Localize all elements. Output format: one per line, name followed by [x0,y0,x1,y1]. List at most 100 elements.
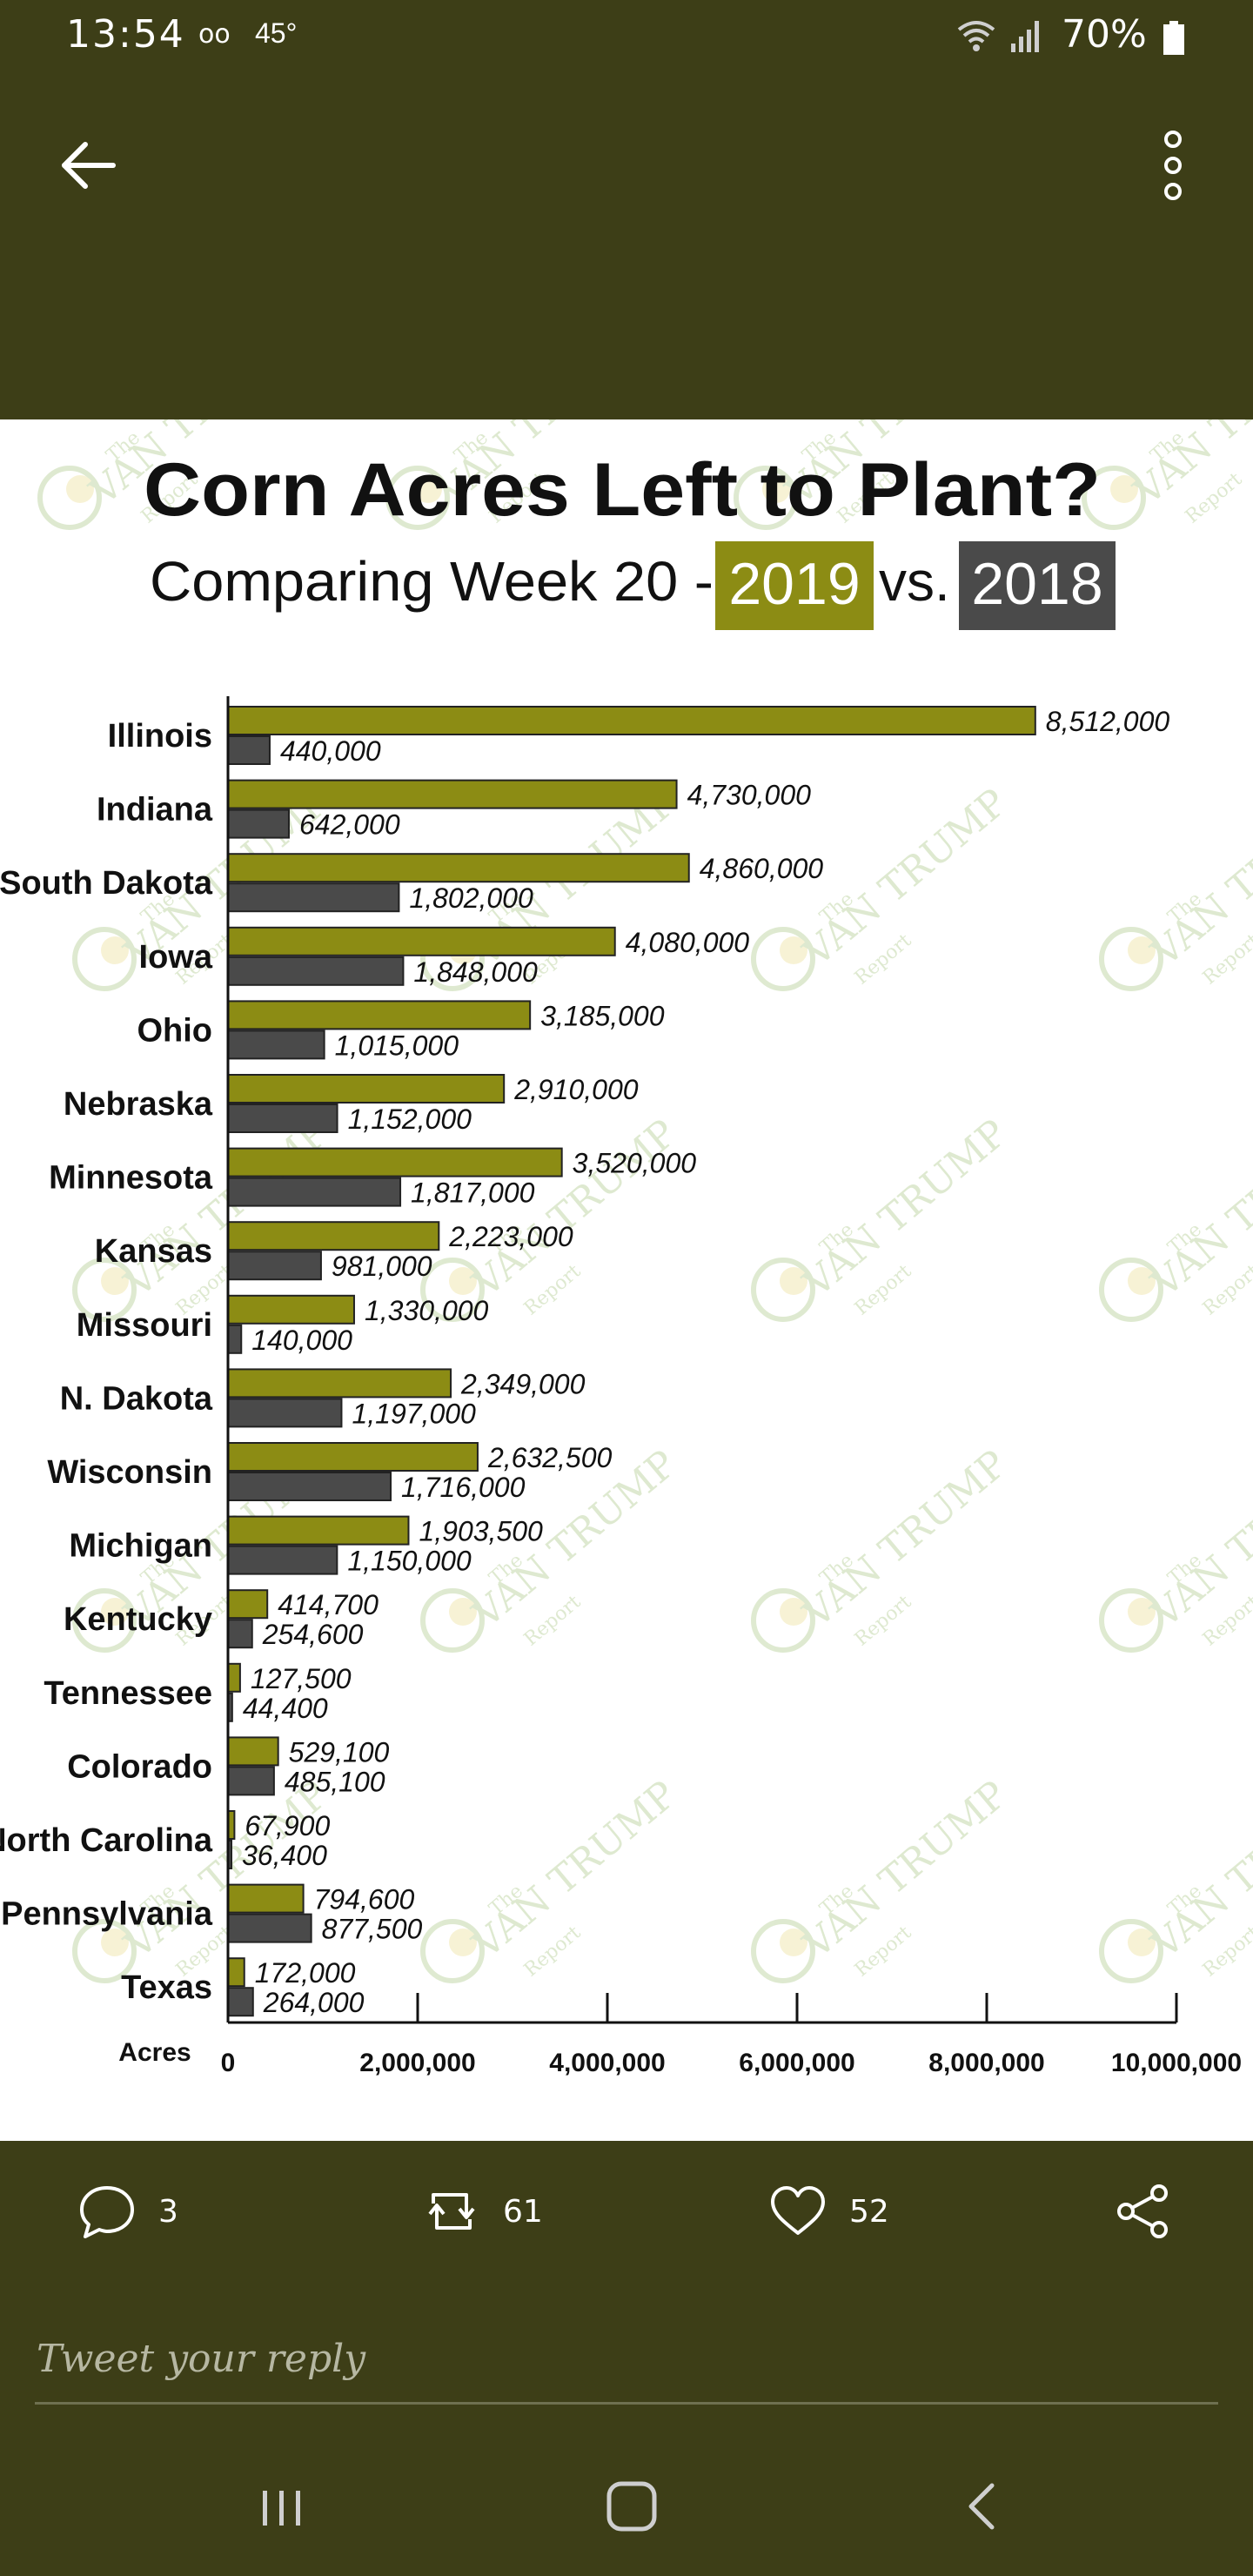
bar-2019 [227,1368,452,1399]
bar-2019 [227,706,1036,735]
bar-2019 [227,1000,532,1030]
more-options-icon[interactable] [1142,122,1204,209]
bar-2019 [227,1883,305,1914]
watermark-text: VAN TRUMP [1126,419,1253,514]
x-tick-label: 8,000,000 [928,2049,1044,2077]
data-label: 264,000 [263,1987,365,2018]
category-label: Illinois [108,718,212,755]
data-label: 485,100 [285,1766,385,1797]
category-label: Michigan [69,1528,212,1565]
data-label: 2,349,000 [460,1368,586,1399]
category-label: Kansas [95,1233,212,1270]
bar-2019 [227,853,690,883]
data-label: 1,716,000 [401,1472,526,1503]
data-label: 4,730,000 [687,780,812,811]
data-label: 2,910,000 [513,1074,639,1105]
retweet-icon [428,2193,475,2230]
voicemail-icon: oo [198,19,231,50]
tweet-actions: 3 61 52 [0,2150,1253,2271]
data-label: 3,520,000 [573,1148,697,1179]
data-label: 1,903,500 [419,1516,543,1547]
x-tick-label: 2,000,000 [359,2049,475,2077]
x-axis: 0 2,000,000 4,000,000 6,000,000 8,000,000 10,… [118,696,1242,2077]
data-label: 67,900 [245,1810,330,1841]
data-label: 2,632,500 [487,1442,613,1473]
data-label: 1,152,000 [348,1104,472,1135]
chart-subtitle-year-b: 2018 [971,551,1102,617]
bar-2018 [227,882,400,913]
bar-2019 [227,1736,279,1767]
back-arrow-icon[interactable] [52,131,122,200]
bar-2019 [227,1515,410,1546]
category-label: Colorado [67,1748,212,1785]
x-tick-label: 0 [221,2049,236,2077]
wifi-icon [957,21,995,51]
data-label: 440,000 [280,735,381,767]
heart-icon [771,2186,825,2235]
home-icon[interactable] [597,2472,667,2541]
chart-subtitle-vs: vs. [879,550,950,613]
x-tick-label: 6,000,000 [739,2049,854,2077]
chart-subtitle-year-a: 2019 [728,551,860,617]
data-label: 981,000 [332,1251,432,1282]
bar-2018 [227,1251,322,1281]
bar-2018 [227,956,405,986]
like-action[interactable]: 52 [767,2181,889,2242]
data-label: 1,330,000 [365,1295,489,1326]
data-label: 2,223,000 [448,1221,573,1252]
category-label: Indiana [97,792,213,828]
bar-2019 [227,1442,479,1472]
x-tick-label: 10,000,000 [1111,2049,1242,2077]
bar-2018 [227,1472,392,1501]
data-label: 1,817,000 [411,1177,535,1209]
chart-title: Corn Acres Left to Plant? [144,448,1101,532]
data-label: 1,197,000 [352,1398,476,1429]
data-label: 3,185,000 [540,1000,665,1031]
data-label: 794,600 [314,1884,415,1915]
data-label: 1,150,000 [347,1546,472,1577]
category-label: Minnesota [49,1160,213,1197]
data-label: 140,000 [251,1325,352,1356]
status-bar: 13:54 oo 45° 70% [0,0,1253,78]
data-label: 1,848,000 [413,956,538,988]
bar-2018 [227,1545,338,1575]
category-label: Kentucky [64,1601,212,1638]
like-count: 52 [849,2193,889,2230]
share-action[interactable] [1112,2181,1173,2242]
bar-2019 [227,1662,241,1693]
bar-2018 [227,1030,325,1060]
battery-icon [1163,21,1184,55]
reply-action[interactable]: 3 [77,2181,178,2242]
data-label: 254,600 [262,1619,364,1650]
category-label: Pennsylvania [1,1896,213,1933]
data-label: 4,860,000 [700,853,824,884]
category-label: N. Dakota [60,1380,213,1417]
data-label: 1,802,000 [409,882,533,914]
category-label: North Carolina [0,1822,213,1859]
category-label: Tennessee [44,1675,212,1712]
retweet-action[interactable]: 61 [421,2181,543,2242]
bar-2019 [227,1147,563,1177]
bar-2019 [227,1589,269,1620]
recent-apps-icon[interactable] [247,2472,317,2541]
bar-2019 [227,779,678,809]
data-label: 1,015,000 [335,1030,459,1061]
bar-2018 [227,1177,402,1207]
back-nav-icon[interactable] [948,2472,1018,2541]
reply-input[interactable] [35,2327,1222,2390]
status-time: 13:54 [66,12,185,57]
bar-2018 [227,1766,275,1796]
share-icon [1117,2184,1168,2238]
data-label: 414,700 [278,1589,379,1620]
category-label: Ohio [137,1012,212,1049]
